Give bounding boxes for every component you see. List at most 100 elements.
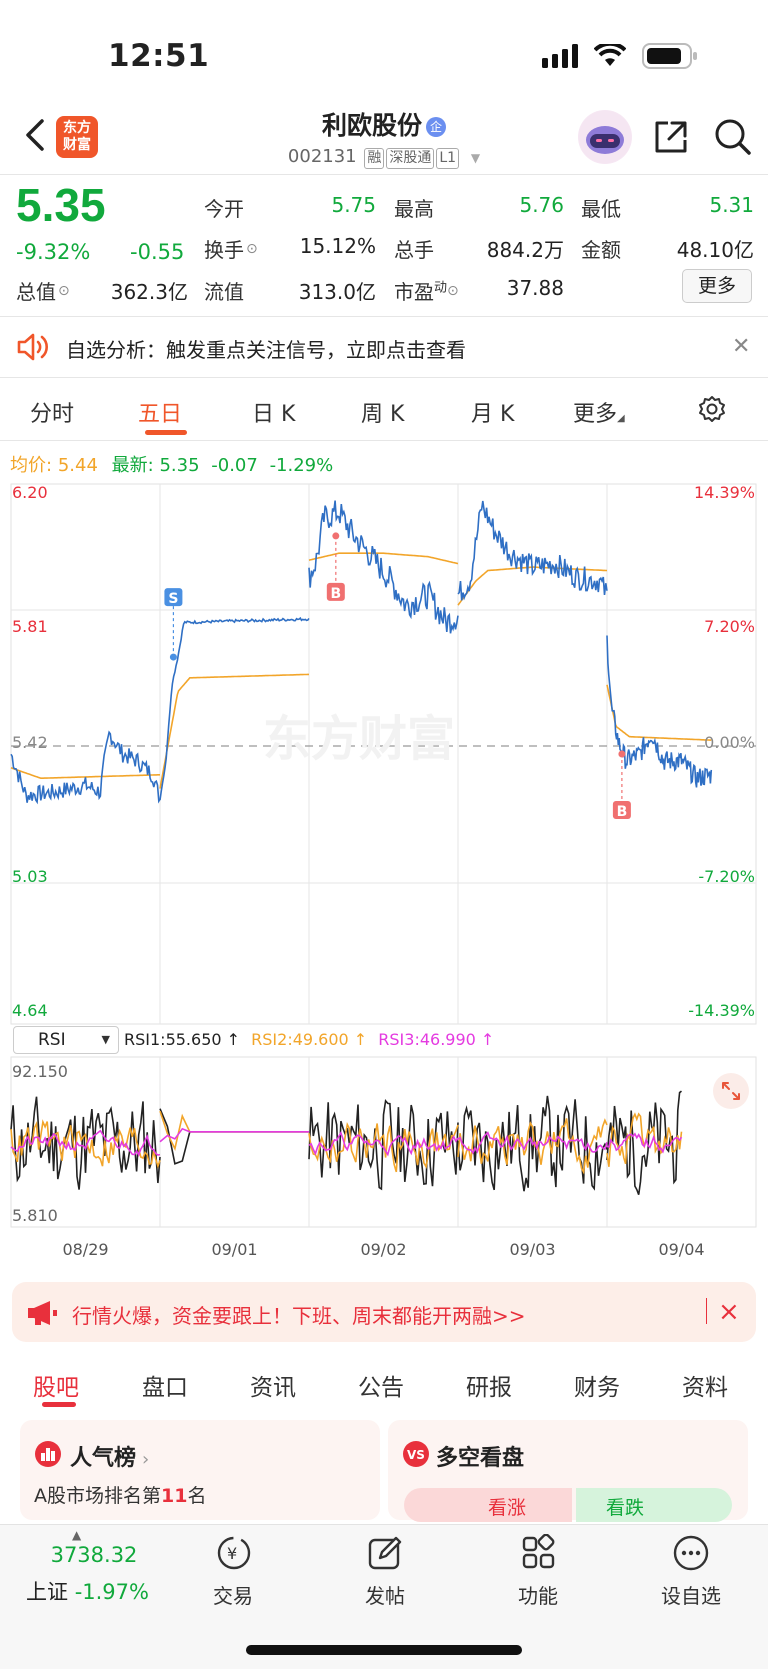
nav-post[interactable]: 发帖 bbox=[365, 1584, 405, 1608]
settings-gear-icon[interactable] bbox=[697, 394, 727, 424]
indicator-select[interactable]: RSI ▼ bbox=[13, 1026, 119, 1054]
index-ticker[interactable]: 上证 -1.97% bbox=[26, 1576, 149, 1606]
tab-daily-k[interactable]: 日 K bbox=[252, 402, 296, 427]
close-icon[interactable]: × bbox=[718, 1297, 740, 1327]
more-circle-icon[interactable] bbox=[672, 1534, 710, 1572]
pe-label[interactable]: 市盈动⊙ bbox=[394, 276, 459, 305]
dropdown-corner-icon: ◢ bbox=[617, 413, 625, 424]
date-tick-label: 08/29 bbox=[62, 1240, 108, 1259]
more-button[interactable]: 更多 bbox=[682, 269, 752, 303]
tab-weekly-k[interactable]: 周 K bbox=[361, 402, 405, 427]
rsi-line-3 bbox=[606, 1132, 683, 1154]
robot-assistant-icon[interactable] bbox=[578, 110, 632, 164]
share-icon[interactable] bbox=[652, 118, 690, 156]
stock-title[interactable]: 利欧股份企 bbox=[0, 106, 768, 142]
price-line bbox=[457, 500, 608, 601]
amount-value: 48.10亿 bbox=[676, 238, 754, 262]
index-value[interactable]: 3738.32 bbox=[50, 1543, 138, 1567]
stock-code-row[interactable]: 002131 融深股通 L1 ▼ bbox=[0, 146, 768, 169]
main-chart-frame bbox=[10, 483, 757, 1025]
trade-marker-badge[interactable] bbox=[326, 582, 345, 601]
more-dots-icon: ⊙ bbox=[246, 241, 258, 257]
avg-label: 均价: bbox=[10, 455, 53, 476]
five-day-chart[interactable]: 东方财富 S B B 6.20 5.81 5.42 5.03 4.64 14.39% 7.20… bbox=[0, 480, 768, 1272]
date-tick-label: 09/04 bbox=[658, 1240, 704, 1259]
main-grid bbox=[11, 484, 756, 1024]
tab-more-label: 更多 bbox=[573, 402, 618, 427]
date-tick-label: 09/03 bbox=[509, 1240, 555, 1259]
trade-icon[interactable]: ¥ bbox=[214, 1534, 254, 1572]
price-axis: 6.20 5.81 5.42 5.03 4.64 bbox=[12, 483, 48, 1020]
price-line bbox=[308, 500, 459, 634]
chart-summary-row: 均价: 5.44 最新: 5.35 -0.07 -1.29% bbox=[10, 451, 333, 477]
price-lines bbox=[10, 500, 713, 805]
popularity-card[interactable] bbox=[20, 1420, 380, 1520]
rsi-line-3 bbox=[10, 1129, 161, 1157]
float-cap-label: 流值 bbox=[204, 280, 244, 304]
nav-functions[interactable]: 功能 bbox=[518, 1584, 558, 1608]
tab-research[interactable]: 研报 bbox=[466, 1375, 512, 1401]
tab-profile[interactable]: 资料 bbox=[682, 1375, 728, 1401]
percent-tick-label: -7.20% bbox=[698, 867, 755, 886]
app-logo: 东方 财富 bbox=[56, 116, 98, 158]
rsi-min-label: 5.810 bbox=[12, 1206, 58, 1225]
chevron-right-icon: › bbox=[142, 1449, 150, 1470]
turnover-label[interactable]: 换手 ⊙ bbox=[204, 234, 258, 263]
svg-text:¥: ¥ bbox=[227, 1544, 237, 1563]
price-tick-label: 5.42 bbox=[12, 733, 48, 752]
long-short-title: 多空看盘 bbox=[436, 1446, 525, 1471]
tab-more[interactable]: 更多◢ bbox=[573, 396, 625, 428]
logo-text-line2: 财富 bbox=[63, 137, 91, 153]
wifi-icon bbox=[594, 44, 626, 66]
trade-marker-badge[interactable] bbox=[164, 588, 183, 607]
bull-bar[interactable] bbox=[404, 1488, 572, 1522]
grid-apps-icon[interactable] bbox=[520, 1534, 558, 1572]
trade-marker-badge[interactable] bbox=[612, 801, 631, 819]
more-dots-icon: ⊙ bbox=[58, 283, 70, 299]
tab-pankou[interactable]: 盘口 bbox=[142, 1375, 188, 1401]
status-time: 12:51 bbox=[108, 38, 210, 74]
connect-tag: 深股通 bbox=[386, 148, 435, 169]
tab-news[interactable]: 资讯 bbox=[250, 1375, 296, 1401]
avg-value: 5.44 bbox=[57, 455, 98, 476]
close-icon[interactable]: ✕ bbox=[732, 334, 751, 359]
latest-value: 5.35 bbox=[159, 455, 200, 476]
stock-name: 利欧股份 bbox=[321, 111, 422, 140]
volume-value: 884.2万 bbox=[486, 238, 564, 262]
bear-bar[interactable] bbox=[576, 1488, 732, 1522]
tab-announcements[interactable]: 公告 bbox=[358, 1375, 404, 1401]
bottom-nav bbox=[0, 1524, 768, 1669]
tab-monthly-k[interactable]: 月 K bbox=[471, 402, 515, 427]
tab-finance[interactable]: 财务 bbox=[574, 1375, 620, 1401]
percent-tick-label: 0.00% bbox=[704, 733, 755, 752]
notice-text[interactable]: 自选分析：触发重点关注信号，立即点击查看 bbox=[66, 338, 466, 362]
index-pct: -1.97% bbox=[74, 1580, 149, 1604]
tab-intraday[interactable]: 分时 bbox=[30, 402, 75, 427]
rsi1-value: RSI1:55.650 ↑ bbox=[124, 1030, 241, 1049]
search-icon[interactable] bbox=[712, 116, 752, 156]
market-cap-label[interactable]: 总值 ⊙ bbox=[16, 276, 70, 305]
chevron-down-icon: ▼ bbox=[470, 151, 481, 165]
expand-icon[interactable] bbox=[712, 1072, 750, 1110]
price-line bbox=[10, 730, 161, 805]
trade-marker-label: S bbox=[168, 591, 178, 607]
price-tick-label: 5.81 bbox=[12, 617, 48, 636]
popularity-subtitle: A股市场排名第11名 bbox=[34, 1481, 206, 1508]
market-cap-value: 362.3亿 bbox=[110, 280, 188, 304]
marker-dot bbox=[618, 750, 626, 758]
promo-text[interactable]: 行情火爆，资金要跟上！下班、周末都能开两融>> bbox=[72, 1304, 526, 1328]
nav-trade[interactable]: 交易 bbox=[213, 1584, 253, 1608]
high-value: 5.76 bbox=[519, 193, 564, 217]
tab-guba[interactable]: 股吧 bbox=[33, 1375, 79, 1401]
bear-label: 看跌 bbox=[606, 1497, 645, 1519]
enterprise-badge: 企 bbox=[426, 117, 446, 137]
back-arrow-icon[interactable] bbox=[20, 118, 54, 152]
margin-promo-banner[interactable] bbox=[12, 1282, 756, 1342]
battery-icon bbox=[642, 43, 697, 69]
megaphone-icon bbox=[28, 1301, 57, 1325]
tab-five-day[interactable]: 五日 bbox=[138, 402, 183, 427]
popularity-title: 人气榜 › bbox=[70, 1440, 149, 1472]
active-tab-indicator bbox=[42, 1402, 76, 1407]
compose-icon[interactable] bbox=[366, 1534, 404, 1572]
nav-add-watchlist[interactable]: 设自选 bbox=[661, 1584, 721, 1608]
